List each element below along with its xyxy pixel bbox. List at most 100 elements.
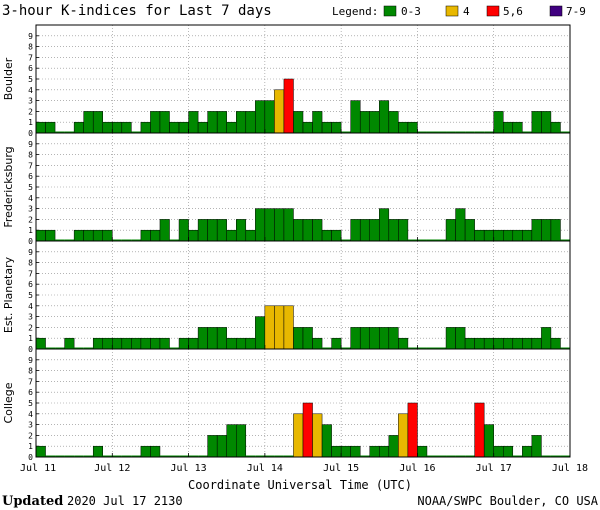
bar-est-planetary <box>35 337 46 350</box>
bar-college <box>140 445 151 458</box>
bar-est-planetary <box>159 337 170 350</box>
bar-boulder <box>446 131 456 133</box>
bar-est-planetary <box>178 337 189 350</box>
bar-est-planetary <box>398 337 409 350</box>
bar-college <box>340 445 351 458</box>
bar-college <box>274 455 284 457</box>
bar-fredericksburg <box>131 239 141 241</box>
bar-est-planetary <box>512 337 523 350</box>
bar-est-planetary <box>445 327 456 350</box>
bar-fredericksburg <box>302 219 313 242</box>
panel-frame <box>35 348 571 458</box>
bar-college <box>179 455 189 457</box>
bar-college <box>188 455 199 457</box>
bar-college <box>512 455 523 457</box>
bar-est-planetary <box>255 316 266 350</box>
bar-fredericksburg <box>140 229 151 242</box>
bar-college <box>245 455 256 457</box>
bar-fredericksburg <box>45 229 56 242</box>
bar-college <box>531 435 542 458</box>
bar-est-planetary <box>369 327 380 350</box>
y-tick-label: 0 <box>28 345 33 354</box>
y-tick-label: 5 <box>28 183 33 192</box>
bar-boulder <box>169 121 180 134</box>
y-tick-label: 6 <box>28 388 33 397</box>
bar-fredericksburg <box>474 229 485 242</box>
y-tick-label: 2 <box>28 215 33 224</box>
bar-est-planetary <box>541 327 552 350</box>
bar-est-planetary <box>169 347 180 349</box>
bar-college <box>150 445 161 458</box>
bar-est-planetary <box>83 347 94 349</box>
bar-fredericksburg <box>550 219 561 242</box>
y-tick-label: 8 <box>28 43 33 52</box>
bar-boulder <box>512 121 523 134</box>
bar-boulder <box>55 131 65 133</box>
bar-est-planetary <box>322 347 332 349</box>
y-tick-label: 5 <box>28 291 33 300</box>
y-tick-label: 3 <box>28 97 33 106</box>
bar-boulder <box>226 121 237 134</box>
x-tick-label: Jul 17 <box>476 463 512 474</box>
bar-fredericksburg <box>169 239 180 241</box>
bar-est-planetary <box>150 337 161 350</box>
bar-est-planetary <box>350 327 361 350</box>
legend-swatch-4 <box>445 5 459 17</box>
bar-est-planetary <box>560 347 570 349</box>
bar-fredericksburg <box>121 239 132 241</box>
bar-fredericksburg <box>64 239 75 241</box>
bar-college <box>45 455 56 457</box>
y-tick-label: 6 <box>28 64 33 73</box>
bar-est-planetary <box>236 337 247 350</box>
bar-fredericksburg <box>321 229 332 242</box>
bar-fredericksburg <box>369 219 380 242</box>
chart-title: 3-hour K-indices for Last 7 days <box>2 3 272 19</box>
bar-boulder <box>197 121 208 134</box>
y-tick-label: 7 <box>28 161 33 170</box>
bar-boulder <box>312 111 323 134</box>
bar-fredericksburg <box>112 239 122 241</box>
y-tick-label: 4 <box>28 302 33 311</box>
y-tick-label: 2 <box>28 431 33 440</box>
bar-est-planetary <box>140 337 151 350</box>
bar-college <box>55 455 65 457</box>
bar-college <box>455 455 466 457</box>
bar-college <box>436 455 447 457</box>
y-tick-label: 9 <box>28 248 33 257</box>
y-tick-label: 2 <box>28 323 33 332</box>
bar-college <box>369 445 380 458</box>
bar-college <box>74 455 84 457</box>
bar-boulder <box>550 121 561 134</box>
bar-boulder <box>293 111 304 134</box>
bar-fredericksburg <box>216 219 227 242</box>
bar-college <box>465 455 475 457</box>
bar-college <box>35 445 46 458</box>
y-tick-label: 7 <box>28 53 33 62</box>
bar-college <box>169 455 180 457</box>
bar-fredericksburg <box>188 229 199 242</box>
legend-item-5-6: 5,6 <box>503 5 523 18</box>
bar-college <box>426 455 437 457</box>
bar-est-planetary <box>302 327 313 350</box>
y-tick-label: 7 <box>28 377 33 386</box>
x-tick-label: Jul 12 <box>94 463 130 474</box>
bar-fredericksburg <box>493 229 504 242</box>
bar-fredericksburg <box>102 229 113 242</box>
bar-boulder <box>560 131 570 133</box>
bar-college <box>159 455 170 457</box>
bar-est-planetary <box>274 305 285 350</box>
bar-college <box>417 445 428 458</box>
y-tick-label: 6 <box>28 172 33 181</box>
bar-boulder <box>321 121 332 134</box>
bar-est-planetary <box>341 347 351 349</box>
bar-fredericksburg <box>379 208 390 242</box>
bar-fredericksburg <box>359 219 371 242</box>
bar-boulder <box>541 111 552 134</box>
bar-boulder <box>493 111 504 134</box>
bar-fredericksburg <box>92 229 104 242</box>
legend-item-4: 4 <box>463 5 470 18</box>
y-tick-label: 3 <box>28 313 33 322</box>
